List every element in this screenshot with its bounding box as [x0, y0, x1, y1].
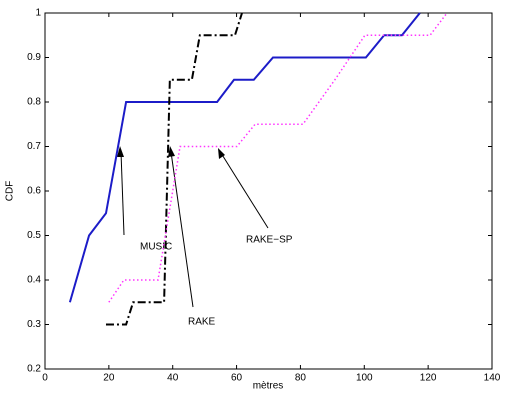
- y-axis-label: CDF: [5, 181, 16, 202]
- annotation-arrows: [117, 146, 269, 308]
- y-tick-label: 0.6: [27, 186, 41, 197]
- y-tick-label: 0.8: [27, 97, 41, 108]
- y-tick-label: 0.4: [27, 275, 41, 286]
- data-line: [108, 12, 448, 303]
- arrow: [220, 152, 269, 229]
- y-tick-label: 1: [35, 8, 41, 19]
- arrow: [120, 151, 125, 236]
- y-tick-label: 0.5: [27, 230, 41, 241]
- x-tick-label: 0: [42, 373, 48, 384]
- annotation: RAKE−SP: [246, 235, 293, 246]
- x-tick-label: 40: [167, 373, 179, 384]
- y-tick-label: 0.9: [27, 52, 41, 63]
- data-line: [68, 12, 421, 303]
- arrow-head: [117, 146, 124, 157]
- arrow: [170, 151, 194, 308]
- x-tick-label: 120: [420, 373, 437, 384]
- y-tick-label: 0.7: [27, 141, 41, 152]
- x-tick-label: 140: [484, 373, 501, 384]
- x-tick-label: 100: [356, 373, 373, 384]
- x-axis-label: mètres: [253, 381, 284, 392]
- annotation: MUSIC: [140, 242, 172, 253]
- data-line: [105, 12, 243, 326]
- arrow-head: [218, 148, 225, 159]
- x-tick-label: 20: [103, 373, 115, 384]
- y-tick-label: 0.3: [27, 319, 41, 330]
- arrow-head: [168, 146, 175, 157]
- plot-frame: [44, 12, 493, 370]
- annotation: RAKE: [188, 317, 216, 328]
- x-tick-label: 80: [295, 373, 307, 384]
- y-tick-label: 0.2: [27, 364, 41, 375]
- x-tick-label: 60: [231, 373, 243, 384]
